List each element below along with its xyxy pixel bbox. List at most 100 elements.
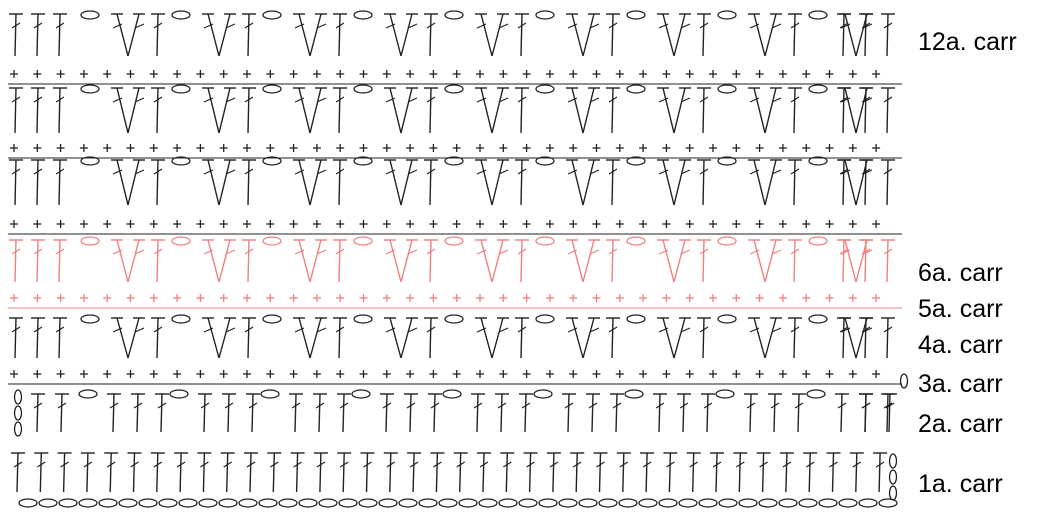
stitch-stroke <box>55 22 65 29</box>
stitch-stroke <box>658 169 669 175</box>
stitch-stroke <box>33 96 43 103</box>
stitch-stroke <box>39 452 42 493</box>
stitch-stroke <box>611 13 614 57</box>
stitch-stroke <box>746 402 756 409</box>
treble-stitch-symbol <box>55 393 69 433</box>
chain-stitch-symbol <box>717 236 737 246</box>
stitch-stroke <box>753 87 766 134</box>
stitch-stroke <box>658 97 669 103</box>
chain-stitch-symbol <box>118 498 138 508</box>
stitch-stroke <box>498 23 509 29</box>
stitch-stroke <box>339 461 349 468</box>
treble-stitch-symbol <box>31 159 45 206</box>
chain-stitch-symbol <box>478 498 498 508</box>
treble-stitch-symbol <box>837 159 851 206</box>
chain-stitch-symbol <box>169 389 189 399</box>
stitch-stroke <box>406 402 416 409</box>
stitch-stroke <box>864 159 867 206</box>
chain-stitch-symbol <box>353 10 373 20</box>
stitch-stroke <box>875 461 885 468</box>
stitch-stroke <box>318 393 321 433</box>
chain-stitch-symbol <box>353 314 373 324</box>
stitch-stroke <box>608 168 618 175</box>
stitch-stroke <box>521 402 531 409</box>
stitch-stroke <box>793 239 796 283</box>
treble-stitch-symbol <box>9 13 23 57</box>
chain-stitch-symbol <box>717 314 737 324</box>
stitch-stroke <box>55 96 65 103</box>
stitch-stroke <box>840 327 851 333</box>
chain-stitch-symbol <box>262 156 282 166</box>
stitch-stroke <box>218 317 231 359</box>
stitch-stroke <box>712 461 722 468</box>
treble-stitch-symbol <box>593 452 608 493</box>
stitch-stroke <box>861 96 871 103</box>
stitch-stroke <box>497 402 507 409</box>
stitch-stroke <box>291 402 301 409</box>
stitch-stroke <box>83 461 93 468</box>
stitch-stroke <box>116 87 129 134</box>
treble-stitch-symbol <box>9 317 23 359</box>
stitch-stroke <box>153 326 163 333</box>
stitch-stroke <box>11 96 21 103</box>
stitch-stroke <box>153 96 163 103</box>
v-stitch-cluster-symbol <box>293 239 327 283</box>
stitch-stroke <box>567 393 570 433</box>
v-stitch-cluster-symbol <box>111 87 145 134</box>
stitch-stroke <box>342 452 345 493</box>
stitch-stroke <box>109 452 112 493</box>
v-stitch-cluster-symbol <box>202 13 236 57</box>
stitch-stroke <box>338 239 341 283</box>
stitch-stroke <box>112 97 123 103</box>
stitch-stroke <box>611 87 614 134</box>
stitch-stroke <box>567 327 578 333</box>
stitch-stroke <box>156 317 159 359</box>
stitch-stroke <box>476 327 487 333</box>
stitch-stroke <box>426 96 436 103</box>
treble-stitch-symbol <box>616 452 631 493</box>
stitch-stroke <box>385 23 396 29</box>
stitch-stroke <box>429 13 432 57</box>
stitch-stroke <box>294 169 305 175</box>
stitch-stroke <box>429 159 432 206</box>
treble-stitch-symbol <box>881 317 895 359</box>
stitch-stroke <box>749 249 760 255</box>
stitch-stroke <box>58 159 61 206</box>
stitch-stroke <box>218 239 231 283</box>
stitch-stroke <box>753 159 766 206</box>
stitch-stroke <box>702 87 705 134</box>
stitch-stroke <box>480 159 493 206</box>
stitch-stroke <box>386 461 396 468</box>
treble-stitch-symbol <box>883 393 897 433</box>
stitch-stroke <box>156 13 159 57</box>
treble-stitch-symbol <box>53 87 67 134</box>
treble-stitch-symbol <box>859 13 873 57</box>
v-stitch-cluster-symbol <box>202 239 236 283</box>
stitch-stroke <box>699 326 709 333</box>
stitch-stroke <box>790 168 800 175</box>
stitch-stroke <box>520 87 523 134</box>
stitch-stroke <box>319 452 322 493</box>
stitch-stroke <box>589 169 600 175</box>
chain-stitch-symbol <box>888 485 898 501</box>
stitch-stroke <box>735 461 745 468</box>
stitch-stroke <box>608 96 618 103</box>
treble-stitch-symbol <box>515 239 529 283</box>
stitch-stroke <box>575 452 578 493</box>
stitch-stroke <box>218 87 231 134</box>
v-stitch-cluster-symbol <box>748 317 782 359</box>
stitch-stroke <box>611 159 614 206</box>
treble-stitch-symbol <box>881 87 895 134</box>
stitch-stroke <box>294 97 305 103</box>
stitch-stroke <box>316 461 326 468</box>
stitch-stroke <box>200 461 209 468</box>
stitch-stroke <box>702 317 705 359</box>
stitch-stroke <box>491 317 504 359</box>
stitch-stroke <box>582 239 595 283</box>
stitch-stroke <box>842 159 845 206</box>
stitch-stroke <box>244 22 254 29</box>
stitch-stroke <box>571 13 584 57</box>
stitch-stroke <box>790 248 800 255</box>
chain-stitch-symbol <box>838 498 858 508</box>
stitch-stroke <box>127 87 140 134</box>
